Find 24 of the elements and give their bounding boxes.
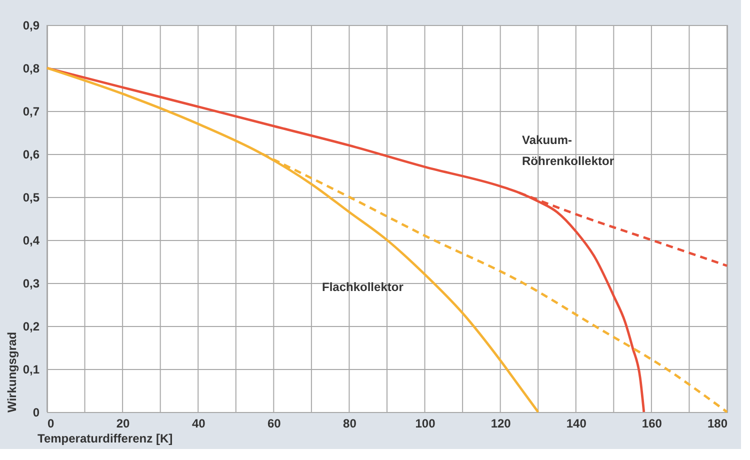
y-tick-label: 0,6 <box>22 148 40 162</box>
x-tick-label: 160 <box>642 416 662 430</box>
y-tick-label: 0,3 <box>22 276 40 290</box>
x-tick-label: 40 <box>192 416 206 430</box>
x-axis-title: Temperaturdifferenz [K] <box>38 432 173 446</box>
x-tick-label: 140 <box>566 416 587 430</box>
y-tick-label: 0,8 <box>22 62 40 76</box>
x-tick-label: 180 <box>707 416 728 430</box>
y-tick-label: 0,9 <box>22 18 40 32</box>
y-tick-label: 0,4 <box>22 234 40 248</box>
x-tick-label: 0 <box>48 416 54 430</box>
x-tick-label: 80 <box>343 416 357 430</box>
x-tick-label: 20 <box>116 416 130 430</box>
y-tick-label: 0 <box>32 406 40 420</box>
y-tick-label: 0,1 <box>22 362 40 376</box>
annotation: Vakuum- Röhrenkollektor <box>522 133 614 168</box>
y-tick-label: 0,7 <box>22 104 40 118</box>
y-axis-title: Wirkungsgrad <box>4 332 19 412</box>
x-tick-label: 100 <box>415 416 436 430</box>
annotation: Flachkollektor <box>322 280 404 294</box>
y-tick-label: 0,5 <box>22 190 40 204</box>
x-tick-label: 120 <box>490 416 512 430</box>
y-tick-label: 0,2 <box>22 320 40 334</box>
x-tick-label: 60 <box>267 416 282 430</box>
